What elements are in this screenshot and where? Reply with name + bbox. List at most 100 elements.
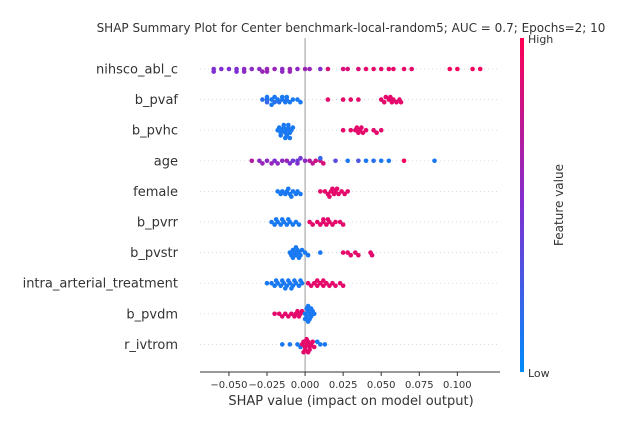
shap-point [273, 217, 279, 222]
shap-point [286, 186, 291, 192]
shap-point [279, 342, 285, 347]
shap-point [302, 158, 308, 164]
colorbar-title: Feature value [552, 164, 566, 246]
shap-point [378, 97, 384, 102]
shap-point [314, 339, 320, 345]
shap-point [327, 194, 332, 199]
shap-point [295, 308, 300, 314]
shap-point [298, 191, 303, 197]
shap-point [284, 158, 290, 164]
shap-point [305, 303, 311, 309]
shap-point [311, 344, 317, 350]
shap-point [264, 280, 270, 286]
shap-point [293, 252, 299, 258]
shap-point [345, 66, 351, 72]
shap-point [260, 161, 265, 166]
shap-point [286, 314, 291, 319]
shap-point [281, 122, 287, 128]
shap-point [241, 69, 247, 74]
shap-point [381, 99, 387, 105]
shap-point [295, 66, 300, 72]
shap-point [447, 66, 453, 72]
shap-point [290, 189, 296, 194]
shap-point [234, 69, 239, 74]
shap-point [369, 252, 375, 258]
shap-point [324, 280, 329, 286]
shap-point [290, 255, 296, 261]
shap-point [345, 250, 351, 255]
shap-point [279, 314, 285, 319]
shap-point [330, 186, 335, 192]
x-tick-label: 0.100 [443, 380, 472, 391]
shap-point [298, 155, 303, 161]
shap-point [334, 186, 340, 192]
shap-point [378, 127, 384, 133]
shap-point [278, 133, 284, 138]
shap-point [363, 127, 369, 133]
shap-point [391, 66, 396, 72]
shap-point [296, 222, 302, 227]
shap-point [342, 191, 347, 197]
shap-point [272, 222, 277, 227]
shap-point [356, 66, 361, 72]
x-tick-label: 0.000 [291, 380, 320, 391]
shap-point [298, 99, 303, 105]
shap-point [269, 219, 274, 225]
shap-point [322, 189, 328, 194]
shap-point [409, 66, 414, 72]
shap-point [310, 222, 315, 227]
shap-point [340, 127, 346, 133]
shap-point [356, 252, 361, 258]
shap-point [363, 158, 369, 164]
shap-point [371, 66, 376, 72]
shap-point [301, 349, 306, 355]
feature-label: r_ivtrom [124, 338, 178, 353]
shap-point [269, 161, 274, 166]
shap-point [398, 99, 404, 105]
shap-point [301, 339, 306, 345]
feature-label: age [154, 154, 178, 169]
chart-title: SHAP Summary Plot for Center benchmark-l… [97, 21, 606, 35]
shap-point [305, 280, 311, 286]
shap-points [211, 66, 483, 355]
shap-point [299, 308, 305, 314]
shap-point [318, 155, 323, 161]
shap-point [290, 158, 296, 164]
shap-point [307, 316, 312, 322]
shap-point [340, 283, 346, 289]
shap-point [318, 250, 323, 255]
x-tick-label: 0.075 [405, 380, 434, 391]
shap-point [292, 278, 297, 283]
feature-label: b_pvhc [132, 124, 178, 139]
x-tick-label: −0.050 [210, 380, 247, 391]
shap-point [354, 125, 360, 130]
shap-point [293, 191, 299, 197]
shap-point [249, 66, 255, 72]
shap-point [340, 66, 346, 72]
shap-point [286, 217, 291, 222]
shap-point [388, 94, 393, 100]
shap-point [260, 69, 265, 74]
shap-point [275, 161, 280, 166]
shap-point [272, 66, 277, 72]
shap-point [401, 66, 407, 72]
shap-point [455, 66, 460, 72]
feature-label: b_pvstr [130, 246, 179, 261]
colorbar-high-label: High [528, 33, 553, 46]
shap-point [345, 158, 351, 164]
shap-point [310, 339, 315, 345]
shap-point [318, 222, 323, 227]
shap-point [325, 66, 331, 72]
shap-point [360, 130, 366, 136]
shap-point [321, 161, 326, 166]
shap-point [322, 342, 328, 347]
x-axis-ticks: −0.050 −0.025 0.000 0.025 0.050 0.075 0.100 [210, 372, 472, 391]
shap-point [287, 99, 293, 105]
shap-point [269, 97, 274, 102]
shap-point [305, 252, 311, 258]
shap-point [278, 283, 284, 289]
shap-point [353, 250, 358, 255]
shap-point [394, 99, 399, 105]
feature-label: b_pvaf [135, 93, 179, 108]
